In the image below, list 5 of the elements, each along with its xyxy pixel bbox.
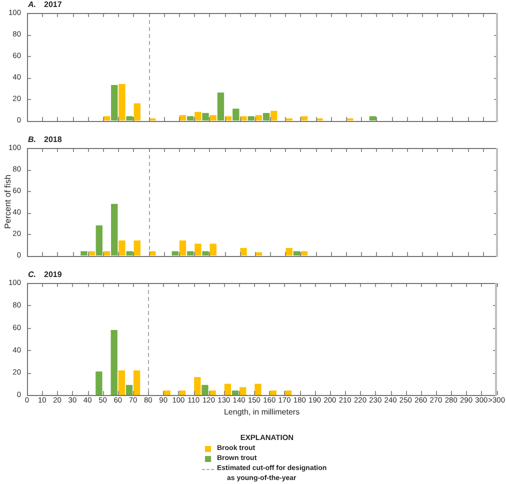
chart-title: C. 2019 [28,270,62,279]
y-axis-title: Percent of fish [2,174,12,229]
chart-title: A. 2017 [28,0,62,9]
x-axis-title: Length, in millimeters [224,407,300,416]
chart-title: B. 2018 [28,135,62,144]
